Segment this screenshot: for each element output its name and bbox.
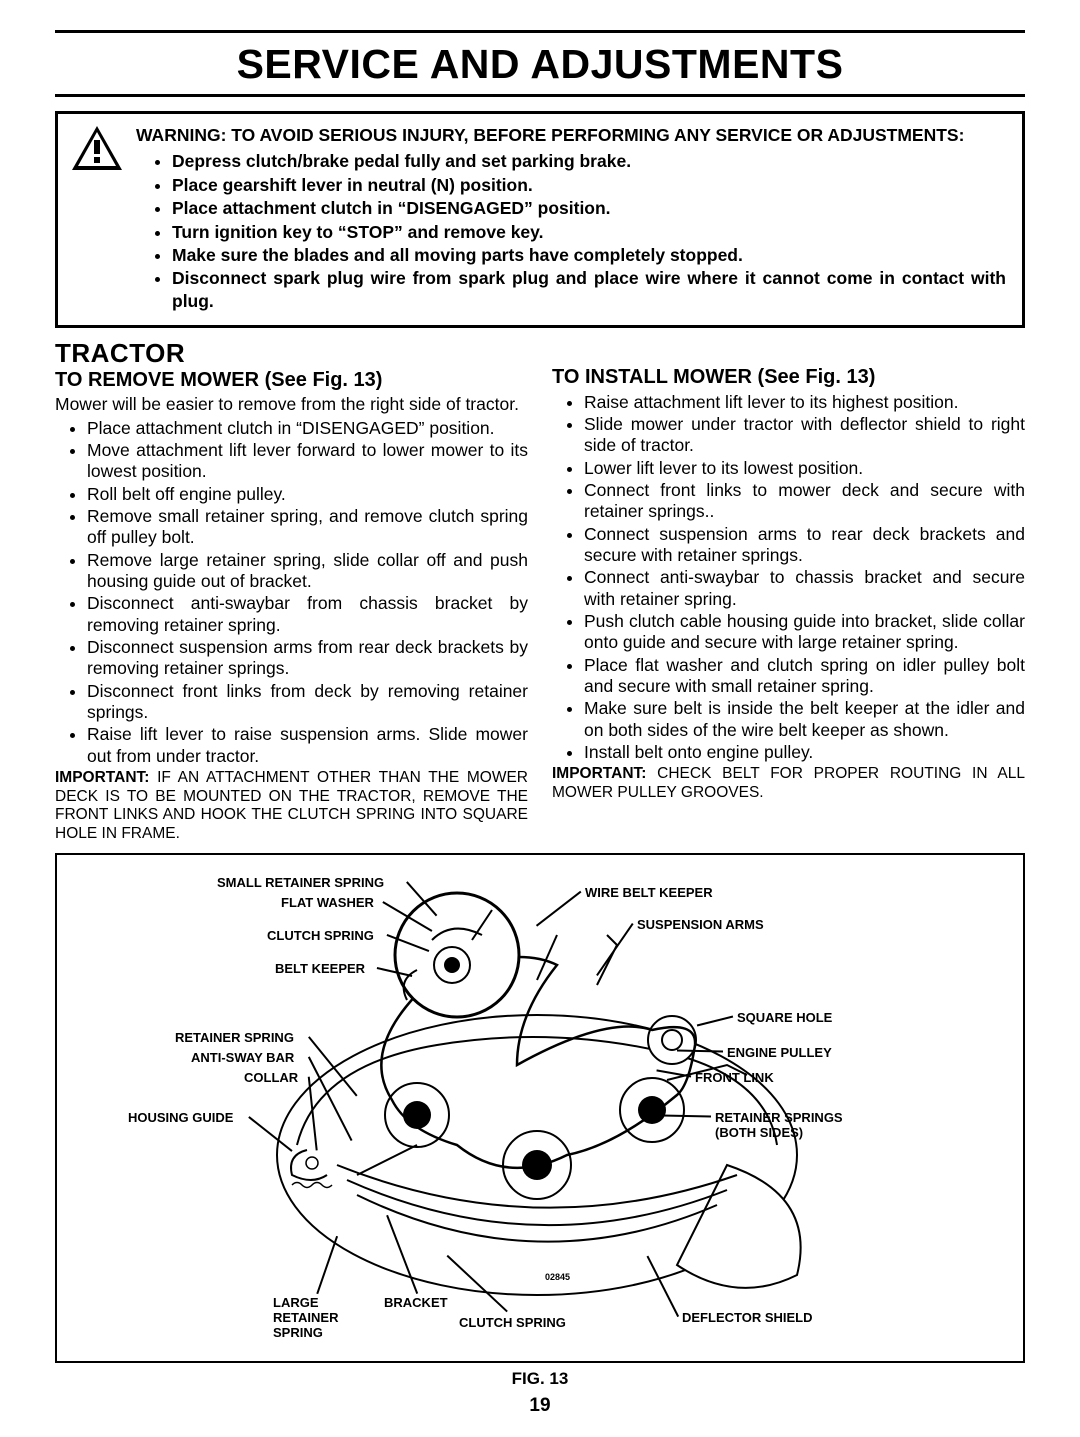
diagram-label: LARGE	[273, 1295, 319, 1310]
diagram-label: HOUSING GUIDE	[128, 1110, 233, 1125]
warning-box: WARNING: TO AVOID SERIOUS INJURY, BEFORE…	[55, 111, 1025, 328]
tractor-heading: TRACTOR	[55, 338, 528, 370]
diagram-label: BRACKET	[384, 1295, 448, 1310]
diagram-label: ENGINE PULLEY	[727, 1045, 832, 1060]
diagram-label: BELT KEEPER	[275, 961, 365, 976]
diagram-label: DEFLECTOR SHIELD	[682, 1310, 813, 1325]
list-item: Roll belt off engine pulley.	[87, 484, 528, 505]
list-item: Raise lift lever to raise suspension arm…	[87, 724, 528, 767]
list-item: Disconnect front links from deck by remo…	[87, 681, 528, 724]
diagram-label: FRONT LINK	[695, 1070, 774, 1085]
diagram-label: CLUTCH SPRING	[459, 1315, 566, 1330]
list-item: Disconnect suspension arms from rear dec…	[87, 637, 528, 680]
diagram-label: ANTI-SWAY BAR	[191, 1050, 294, 1065]
install-important: IMPORTANT: CHECK BELT FOR PROPER ROUTING…	[552, 765, 1025, 802]
list-item: Place gearshift lever in neutral (N) pos…	[172, 174, 1006, 196]
diagram-label: RETAINER SPRINGS	[715, 1110, 843, 1125]
remove-important: IMPORTANT: IF AN ATTACHMENT OTHER THAN T…	[55, 769, 528, 843]
diagram-label: RETAINER SPRING	[175, 1030, 294, 1045]
install-list: Raise attachment lift lever to its highe…	[552, 392, 1025, 764]
list-item: Turn ignition key to “STOP” and remove k…	[172, 221, 1006, 243]
diagram-label: SMALL RETAINER SPRING	[217, 875, 384, 890]
diagram-label: WIRE BELT KEEPER	[585, 885, 713, 900]
list-item: Make sure belt is inside the belt keeper…	[584, 698, 1025, 741]
list-item: Raise attachment lift lever to its highe…	[584, 392, 1025, 413]
page-number: 19	[55, 1395, 1025, 1417]
diagram-label: SPRING	[273, 1325, 323, 1340]
list-item: Disconnect anti-swaybar from chassis bra…	[87, 593, 528, 636]
list-item: Place flat washer and clutch spring on i…	[584, 655, 1025, 698]
diagram-label: RETAINER	[273, 1310, 338, 1325]
warning-icon	[70, 124, 124, 172]
diagram-label: CLUTCH SPRING	[267, 928, 374, 943]
list-item: Lower lift lever to its lowest position.	[584, 458, 1025, 479]
diagram-label: SQUARE HOLE	[737, 1010, 832, 1025]
fig-code: 02845	[545, 1272, 570, 1282]
list-item: Connect suspension arms to rear deck bra…	[584, 524, 1025, 567]
page-title: SERVICE AND ADJUSTMENTS	[55, 41, 1025, 88]
list-item: Push clutch cable housing guide into bra…	[584, 611, 1025, 654]
list-item: Remove large retainer spring, slide coll…	[87, 550, 528, 593]
figure-caption: FIG. 13	[55, 1369, 1025, 1389]
list-item: Connect anti-swaybar to chassis bracket …	[584, 567, 1025, 610]
list-item: Install belt onto engine pulley.	[584, 742, 1025, 763]
list-item: Connect front links to mower deck and se…	[584, 480, 1025, 523]
list-item: Remove small retainer spring, and remove…	[87, 506, 528, 549]
warning-heading: WARNING: TO AVOID SERIOUS INJURY, BEFORE…	[136, 125, 964, 145]
list-item: Depress clutch/brake pedal fully and set…	[172, 150, 1006, 172]
list-item: Slide mower under tractor with deflector…	[584, 414, 1025, 457]
remove-intro: Mower will be easier to remove from the …	[55, 394, 528, 415]
list-item: Place attachment clutch in “DISENGAGED” …	[172, 197, 1006, 219]
remove-list: Place attachment clutch in “DISENGAGED” …	[55, 418, 528, 768]
figure-13: 02845 SMALL RETAINER SPRING FLAT WASHER CL…	[55, 853, 1025, 1363]
diagram-label: (BOTH SIDES)	[715, 1125, 803, 1140]
list-item: Make sure the blades and all moving part…	[172, 244, 1006, 266]
list-item: Move attachment lift lever forward to lo…	[87, 440, 528, 483]
diagram-label: COLLAR	[244, 1070, 298, 1085]
remove-heading: TO REMOVE MOWER (See Fig. 13)	[55, 368, 528, 392]
warning-list: Depress clutch/brake pedal fully and set…	[136, 150, 1006, 312]
install-heading: TO INSTALL MOWER (See Fig. 13)	[552, 365, 1025, 389]
list-item: Disconnect spark plug wire from spark pl…	[172, 267, 1006, 312]
diagram-label: SUSPENSION ARMS	[637, 917, 764, 932]
diagram-label: FLAT WASHER	[281, 895, 374, 910]
list-item: Place attachment clutch in “DISENGAGED” …	[87, 418, 528, 439]
